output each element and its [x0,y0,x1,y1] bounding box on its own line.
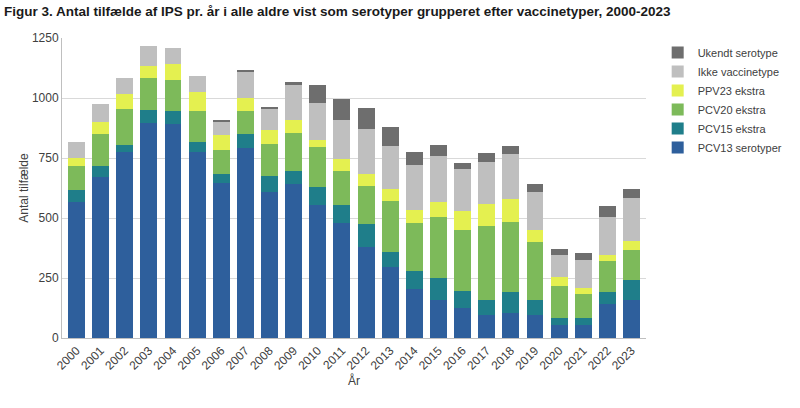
svg-text:PCV13 serotyper: PCV13 serotyper [698,142,782,154]
svg-text:2015: 2015 [416,344,445,373]
svg-text:År: År [348,373,360,388]
svg-text:2011: 2011 [320,344,348,372]
svg-text:Antal tilfælde: Antal tilfælde [17,153,31,223]
svg-text:Figur 3. Antal tilfælde af IPS: Figur 3. Antal tilfælde af IPS pr. år i … [4,4,671,19]
svg-text:2003: 2003 [126,344,155,373]
svg-text:PCV15 ekstra: PCV15 ekstra [698,123,767,135]
svg-text:PCV20 ekstra: PCV20 ekstra [698,104,767,116]
svg-text:2008: 2008 [247,344,276,373]
svg-text:2012: 2012 [344,344,373,373]
svg-text:2018: 2018 [488,344,517,373]
svg-text:2014: 2014 [392,344,421,373]
svg-text:Ukendt serotype: Ukendt serotype [698,47,778,59]
svg-text:2019: 2019 [513,344,542,373]
svg-text:2000: 2000 [54,344,83,373]
svg-text:2004: 2004 [151,344,180,373]
svg-text:2017: 2017 [464,344,493,373]
svg-text:2013: 2013 [368,344,397,373]
svg-text:2022: 2022 [585,344,614,373]
svg-text:750: 750 [39,151,59,165]
svg-text:2009: 2009 [271,344,300,373]
svg-text:1250: 1250 [32,31,59,45]
svg-text:2021: 2021 [561,344,590,373]
svg-text:1000: 1000 [32,91,59,105]
svg-text:2023: 2023 [609,344,638,373]
svg-text:250: 250 [39,271,59,285]
svg-text:2006: 2006 [199,344,228,373]
svg-text:2020: 2020 [537,344,566,373]
svg-text:2005: 2005 [175,344,204,373]
svg-text:0: 0 [52,331,59,345]
svg-text:Ikke vaccinetype: Ikke vaccinetype [698,66,779,78]
svg-text:2010: 2010 [295,344,324,373]
svg-text:2007: 2007 [223,344,252,373]
svg-text:2001: 2001 [78,344,107,373]
svg-text:2016: 2016 [440,344,469,373]
svg-text:PPV23 ekstra: PPV23 ekstra [698,85,766,97]
svg-text:2002: 2002 [102,344,131,373]
svg-text:500: 500 [39,211,59,225]
